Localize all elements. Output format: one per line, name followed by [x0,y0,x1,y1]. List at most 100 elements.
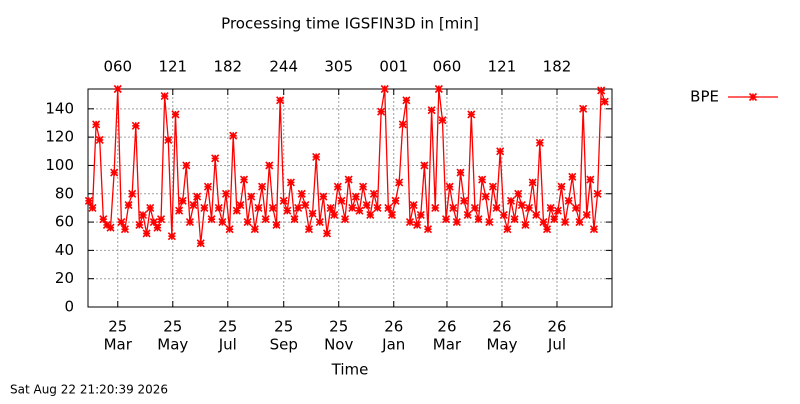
data-point [452,217,461,227]
data-point [160,92,169,101]
data-point [600,97,609,106]
data-point [315,217,324,227]
data-point [211,154,220,163]
data-point [279,196,288,205]
x2-tick-label: 060 [433,58,462,76]
data-point [290,215,299,224]
data-point [218,217,227,227]
y-tick-label: 100 [45,156,74,174]
data-point [236,201,245,210]
data-point [445,182,454,191]
data-point [221,189,231,198]
x-axis-label: Time [331,361,369,379]
data-point [319,192,328,201]
legend-marker [748,92,758,102]
x-tick-label: Nov [324,336,353,354]
data-point [546,203,555,212]
data-point [366,210,375,220]
data-point [135,220,144,229]
data-point [232,206,241,215]
data-point [229,131,238,140]
y-tick-label: 80 [55,184,74,202]
x-tick-label: Mar [104,336,133,354]
data-point [268,203,277,212]
data-point [557,182,566,191]
legend-label: BPE [690,88,719,106]
data-point [207,215,216,224]
x-tick-label: May [157,336,188,354]
data-point [171,110,180,119]
data-point [398,120,407,129]
x-tick-label: Jul [547,336,566,354]
x-tick-label: 25 [329,318,348,336]
data-point [402,96,411,105]
y-tick-label: 40 [55,241,74,259]
x2-tick-label: 121 [488,58,517,76]
data-point [535,138,544,147]
data-point [225,225,234,234]
data-point [340,215,350,224]
data-point [182,161,191,170]
data-point [164,135,173,145]
data-point [369,189,378,198]
data-point [131,121,140,130]
data-point [88,203,97,212]
data-point [589,225,599,234]
y-tick-label: 20 [55,269,74,287]
data-point [492,203,501,212]
data-point [427,106,436,115]
x2-tick-label: 244 [269,58,298,76]
x2-tick-label: 182 [543,58,572,76]
data-point [539,217,548,227]
data-point [503,225,512,234]
data-point [420,161,429,170]
data-point [416,210,425,220]
data-point [517,201,526,210]
data-point [294,203,303,212]
data-point [330,210,339,220]
data-point [431,203,440,212]
data-point [95,135,104,145]
data-point [124,201,133,210]
data-point [470,203,479,212]
x-tick-label: 25 [163,318,182,336]
x-tick-label: 25 [108,318,127,336]
data-point [261,215,270,224]
data-point [196,239,205,248]
x-tick-label: 25 [218,318,237,336]
data-point [149,217,158,227]
data-point [120,225,130,234]
y-tick-label: 140 [45,99,74,117]
data-point [593,189,602,198]
data-point [99,215,108,224]
data-point [377,107,386,116]
data-point [200,203,209,212]
data-point [586,175,595,184]
data-point [524,203,534,212]
data-point [254,203,263,212]
x-tick-label: 26 [492,318,511,336]
x-tick-label: Jan [381,336,405,354]
data-point [474,215,483,224]
data-point [326,203,335,212]
data-point [496,147,505,156]
data-point [478,175,487,184]
data-point [167,232,176,241]
data-point [564,196,573,205]
data-point [561,217,570,227]
y-tick-label: 120 [45,128,74,146]
data-point [322,229,332,238]
data-point [571,203,580,212]
data-point [142,229,151,238]
x-tick-label: Mar [433,336,462,354]
data-point [283,206,292,215]
data-point [405,217,415,227]
data-point [506,196,516,205]
data-point [92,120,101,129]
data-point [175,206,184,215]
data-point [387,210,397,220]
data-point [189,201,198,210]
x-tick-label: Jul [218,336,237,354]
y-tick-label: 0 [64,298,74,316]
